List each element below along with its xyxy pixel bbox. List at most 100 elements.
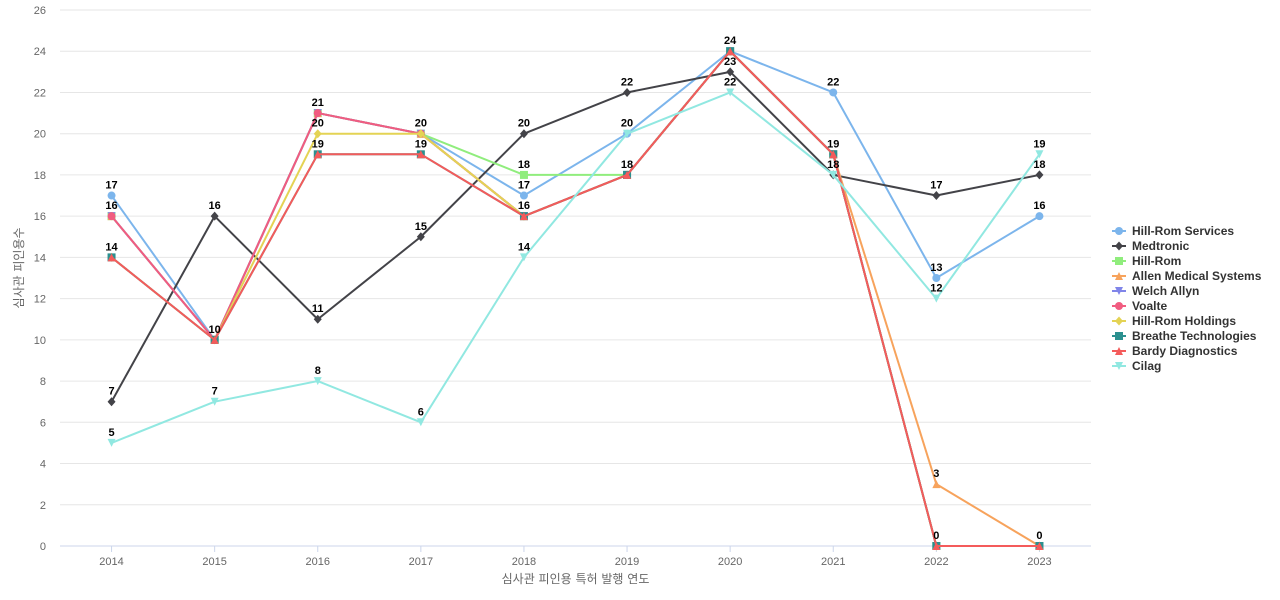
x-tick-label: 2023 xyxy=(1027,556,1051,568)
data-point-voalte[interactable] xyxy=(107,212,116,221)
legend-item-hill-rom-services[interactable]: Hill-Rom Services xyxy=(1112,224,1234,238)
data-point-cilag[interactable] xyxy=(829,170,838,179)
data-label-medtronic: 17 xyxy=(930,180,942,192)
data-label-medtronic: 20 xyxy=(518,118,530,130)
data-point-bardy-diagnostics[interactable] xyxy=(313,150,322,159)
y-tick-label: 16 xyxy=(34,211,46,223)
data-point-bardy-diagnostics[interactable] xyxy=(829,150,838,159)
series-medtronic[interactable] xyxy=(107,67,1044,407)
data-point-medtronic[interactable] xyxy=(726,67,735,77)
data-point-voalte[interactable] xyxy=(313,109,322,118)
y-tick-label: 20 xyxy=(34,129,46,141)
data-point-hill-rom-services[interactable] xyxy=(932,274,941,282)
series-line-medtronic[interactable] xyxy=(110,70,1041,403)
data-point-medtronic[interactable] xyxy=(623,87,632,97)
data-point-hill-rom[interactable] xyxy=(519,170,528,179)
data-point-bardy-diagnostics[interactable] xyxy=(726,47,735,56)
data-point-cilag[interactable] xyxy=(519,253,528,262)
data-point-bardy-diagnostics[interactable] xyxy=(932,542,941,550)
data-point-bardy-diagnostics[interactable] xyxy=(519,212,528,221)
data-point-bardy-diagnostics[interactable] xyxy=(1035,542,1044,550)
data-label-bardy-diagnostics: 0 xyxy=(933,530,939,542)
x-tick-label: 2018 xyxy=(512,556,536,568)
y-tick-label: 8 xyxy=(40,376,46,388)
legend-item-voalte[interactable]: Voalte xyxy=(1112,299,1167,313)
legend-marker-voalte xyxy=(1115,302,1123,310)
axes: 심사관 피인용 특허 발행 연도 심사관 피인용수 02468101214161… xyxy=(12,5,1091,586)
data-label-hill-rom-holdings: 20 xyxy=(415,118,427,130)
data-point-hill-rom-services[interactable] xyxy=(1035,212,1044,221)
data-label-cilag: 22 xyxy=(724,76,736,88)
data-label-bardy-diagnostics: 19 xyxy=(415,138,427,150)
data-label-hill-rom-holdings: 20 xyxy=(312,118,324,130)
data-point-medtronic[interactable] xyxy=(313,314,322,324)
legend-item-medtronic[interactable]: Medtronic xyxy=(1112,239,1190,253)
data-label-bardy-diagnostics: 14 xyxy=(105,241,118,253)
data-label-voalte: 21 xyxy=(312,97,324,109)
data-label-cilag: 7 xyxy=(212,386,218,398)
x-tick-label: 2020 xyxy=(718,556,742,568)
y-tick-label: 22 xyxy=(34,87,46,99)
y-tick-label: 6 xyxy=(40,417,46,429)
y-tick-label: 0 xyxy=(40,541,46,553)
data-point-allen-medical-systems[interactable] xyxy=(932,480,941,489)
data-label-allen-medical-systems: 3 xyxy=(933,468,939,480)
data-point-bardy-diagnostics[interactable] xyxy=(416,150,425,159)
legend-item-allen-medical-systems[interactable]: Allen Medical Systems xyxy=(1112,269,1262,283)
data-point-hill-rom-services[interactable] xyxy=(519,191,528,200)
legend-label-cilag: Cilag xyxy=(1132,359,1161,373)
data-label-medtronic: 16 xyxy=(209,200,221,212)
data-point-medtronic[interactable] xyxy=(1035,170,1044,180)
data-point-medtronic[interactable] xyxy=(416,232,425,242)
data-labels: 17 17 22 13 16 7 16 11 15 20 22 23 17 18 18 3 16 21 20 20 14… xyxy=(105,35,1045,542)
y-tick-label: 24 xyxy=(34,46,46,58)
data-label-hill-rom: 18 xyxy=(518,159,530,171)
legend-item-welch-allyn[interactable]: Welch Allyn xyxy=(1112,284,1199,298)
data-point-hill-rom-holdings[interactable] xyxy=(313,129,322,139)
y-axis-title: 심사관 피인용수 xyxy=(12,227,26,308)
data-point-medtronic[interactable] xyxy=(932,191,941,201)
data-point-hill-rom-services[interactable] xyxy=(107,191,116,200)
legend-marker-hill-rom-holdings xyxy=(1115,316,1123,326)
data-point-cilag[interactable] xyxy=(726,88,735,97)
legend[interactable]: Hill-Rom ServicesMedtronicHill-RomAllen … xyxy=(1112,224,1262,373)
legend-item-bardy-diagnostics[interactable]: Bardy Diagnostics xyxy=(1112,344,1238,358)
legend-item-cilag[interactable]: Cilag xyxy=(1112,359,1161,373)
data-point-cilag[interactable] xyxy=(416,418,425,427)
data-point-bardy-diagnostics[interactable] xyxy=(107,253,116,262)
x-tick-label: 2019 xyxy=(615,556,639,568)
legend-item-hill-rom-holdings[interactable]: Hill-Rom Holdings xyxy=(1112,314,1236,328)
data-label-bardy-diagnostics: 18 xyxy=(621,159,633,171)
data-point-medtronic[interactable] xyxy=(107,397,116,407)
x-tick-label: 2022 xyxy=(924,556,948,568)
legend-label-hill-rom-services: Hill-Rom Services xyxy=(1132,224,1234,238)
x-tick-label: 2017 xyxy=(409,556,433,568)
data-label-bardy-diagnostics: 16 xyxy=(518,200,530,212)
legend-marker-hill-rom xyxy=(1115,257,1123,265)
series-group xyxy=(107,46,1044,551)
data-point-cilag[interactable] xyxy=(313,377,322,386)
data-label-hill-rom-services: 17 xyxy=(105,180,117,192)
legend-marker-medtronic xyxy=(1115,241,1123,251)
series-line-cilag[interactable] xyxy=(110,91,1041,444)
data-label-bardy-diagnostics: 0 xyxy=(1036,530,1042,542)
data-point-cilag[interactable] xyxy=(1035,150,1044,159)
data-point-medtronic[interactable] xyxy=(210,211,219,221)
data-point-cilag[interactable] xyxy=(107,438,116,447)
data-label-bardy-diagnostics: 19 xyxy=(312,138,324,150)
data-point-cilag[interactable] xyxy=(932,294,941,303)
data-point-bardy-diagnostics[interactable] xyxy=(210,335,219,344)
legend-item-hill-rom[interactable]: Hill-Rom xyxy=(1112,254,1181,268)
data-label-cilag: 19 xyxy=(1033,138,1045,150)
series-cilag[interactable] xyxy=(107,88,1044,447)
data-point-hill-rom-holdings[interactable] xyxy=(416,129,425,139)
data-label-medtronic: 11 xyxy=(312,303,324,315)
data-point-hill-rom-services[interactable] xyxy=(829,88,838,97)
data-point-bardy-diagnostics[interactable] xyxy=(623,170,632,179)
data-label-medtronic: 15 xyxy=(415,221,427,233)
legend-item-breathe-technologies[interactable]: Breathe Technologies xyxy=(1112,329,1257,343)
data-point-cilag[interactable] xyxy=(210,397,219,406)
data-point-medtronic[interactable] xyxy=(519,129,528,139)
data-point-cilag[interactable] xyxy=(623,129,632,138)
data-label-cilag: 12 xyxy=(930,283,942,295)
